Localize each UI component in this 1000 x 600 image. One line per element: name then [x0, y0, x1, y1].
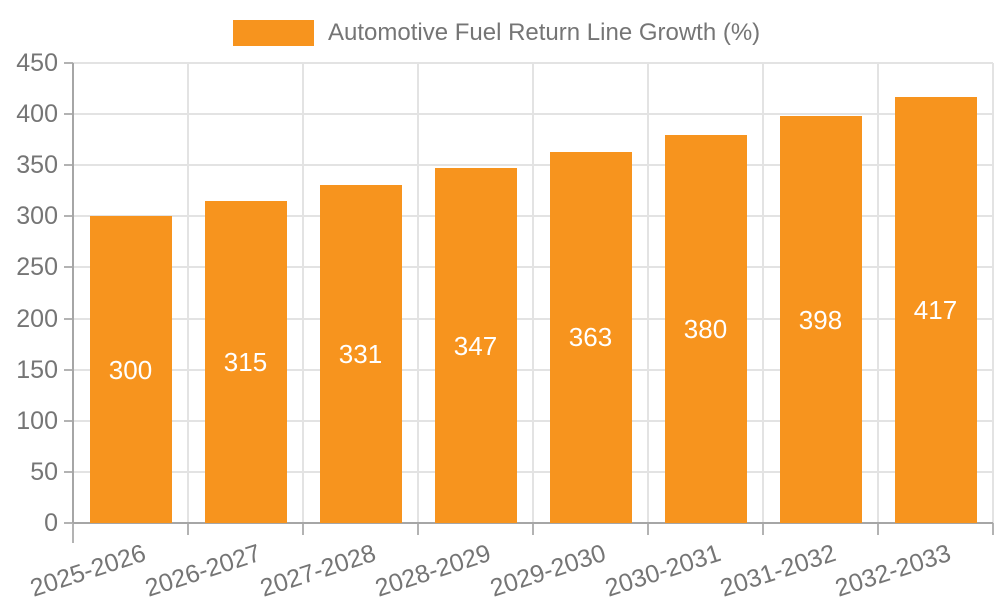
bar-value-label: 417: [913, 294, 958, 325]
bar-value-label: 363: [568, 322, 613, 353]
x-axis-category-label: 2026-2027: [141, 539, 265, 600]
gridline-vertical: [877, 63, 879, 523]
y-axis-line: [72, 63, 74, 523]
bar[interactable]: [549, 151, 632, 523]
y-axis-tick: [64, 113, 73, 116]
x-axis-tick: [877, 523, 879, 535]
gridline-vertical: [647, 63, 649, 523]
bar[interactable]: [89, 216, 172, 523]
y-axis-tick-label: 100: [16, 406, 58, 435]
legend-swatch: [233, 19, 314, 46]
y-axis-tick: [64, 317, 73, 320]
y-axis-tick: [64, 215, 73, 218]
x-axis-tick: [762, 523, 764, 535]
bar[interactable]: [434, 168, 517, 523]
bar[interactable]: [319, 184, 402, 523]
y-axis-tick: [64, 164, 73, 167]
x-axis-tick: [532, 523, 534, 535]
y-axis-tick-label: 300: [16, 202, 58, 231]
gridline-vertical: [187, 63, 189, 523]
y-axis-tick-label: 400: [16, 100, 58, 129]
bar-value-label: 315: [223, 347, 268, 377]
y-axis-tick: [64, 470, 73, 473]
x-axis-line: [73, 522, 993, 524]
x-axis-category-label: 2027-2028: [256, 539, 380, 600]
y-axis-tick-label: 0: [44, 509, 58, 537]
bar[interactable]: [664, 134, 747, 523]
y-axis-tick-label: 350: [16, 151, 58, 180]
legend-label: Automotive Fuel Return Line Growth (%): [328, 19, 761, 46]
bar-value-label: 300: [108, 354, 153, 385]
y-axis-tick: [64, 368, 73, 371]
x-axis-tick: [647, 523, 649, 535]
y-axis-tick-label: 250: [16, 253, 58, 282]
x-axis-category-label: 2032-2033: [831, 539, 955, 600]
gridline-vertical: [762, 63, 764, 523]
x-axis-tick: [302, 523, 304, 535]
bar-value-label: 347: [453, 330, 498, 361]
bar-value-label: 398: [798, 304, 843, 335]
bar[interactable]: [779, 116, 862, 523]
bar[interactable]: [204, 201, 287, 523]
y-axis-tick-label: 50: [30, 457, 58, 486]
x-axis-category-label: 2025-2026: [26, 539, 150, 600]
chart-legend[interactable]: Automotive Fuel Return Line Growth (%): [233, 19, 760, 46]
x-axis-category-label: 2029-2030: [486, 539, 610, 600]
x-axis-tick: [417, 523, 419, 535]
y-axis-tick: [64, 522, 73, 524]
y-axis-tick: [64, 62, 73, 64]
bar[interactable]: [894, 96, 977, 523]
x-axis-tick: [992, 523, 994, 535]
y-axis-tick: [64, 266, 73, 269]
y-axis-tick-label: 200: [16, 304, 58, 333]
y-axis-tick: [64, 419, 73, 422]
bar-value-label: 380: [683, 313, 728, 344]
x-axis-category-label: 2031-2032: [716, 539, 840, 600]
gridline-vertical: [992, 63, 994, 523]
gridline-vertical: [532, 63, 534, 523]
y-axis-tick-label: 450: [16, 49, 58, 77]
x-axis-tick: [187, 523, 189, 535]
x-axis-category-label: 2030-2031: [601, 539, 725, 600]
bar-value-label: 331: [338, 338, 383, 369]
y-axis-tick-label: 150: [16, 355, 58, 384]
x-axis-category-label: 2028-2029: [371, 539, 495, 600]
gridline-vertical: [417, 63, 419, 523]
gridline-vertical: [302, 63, 304, 523]
x-axis-tick: [72, 523, 74, 543]
